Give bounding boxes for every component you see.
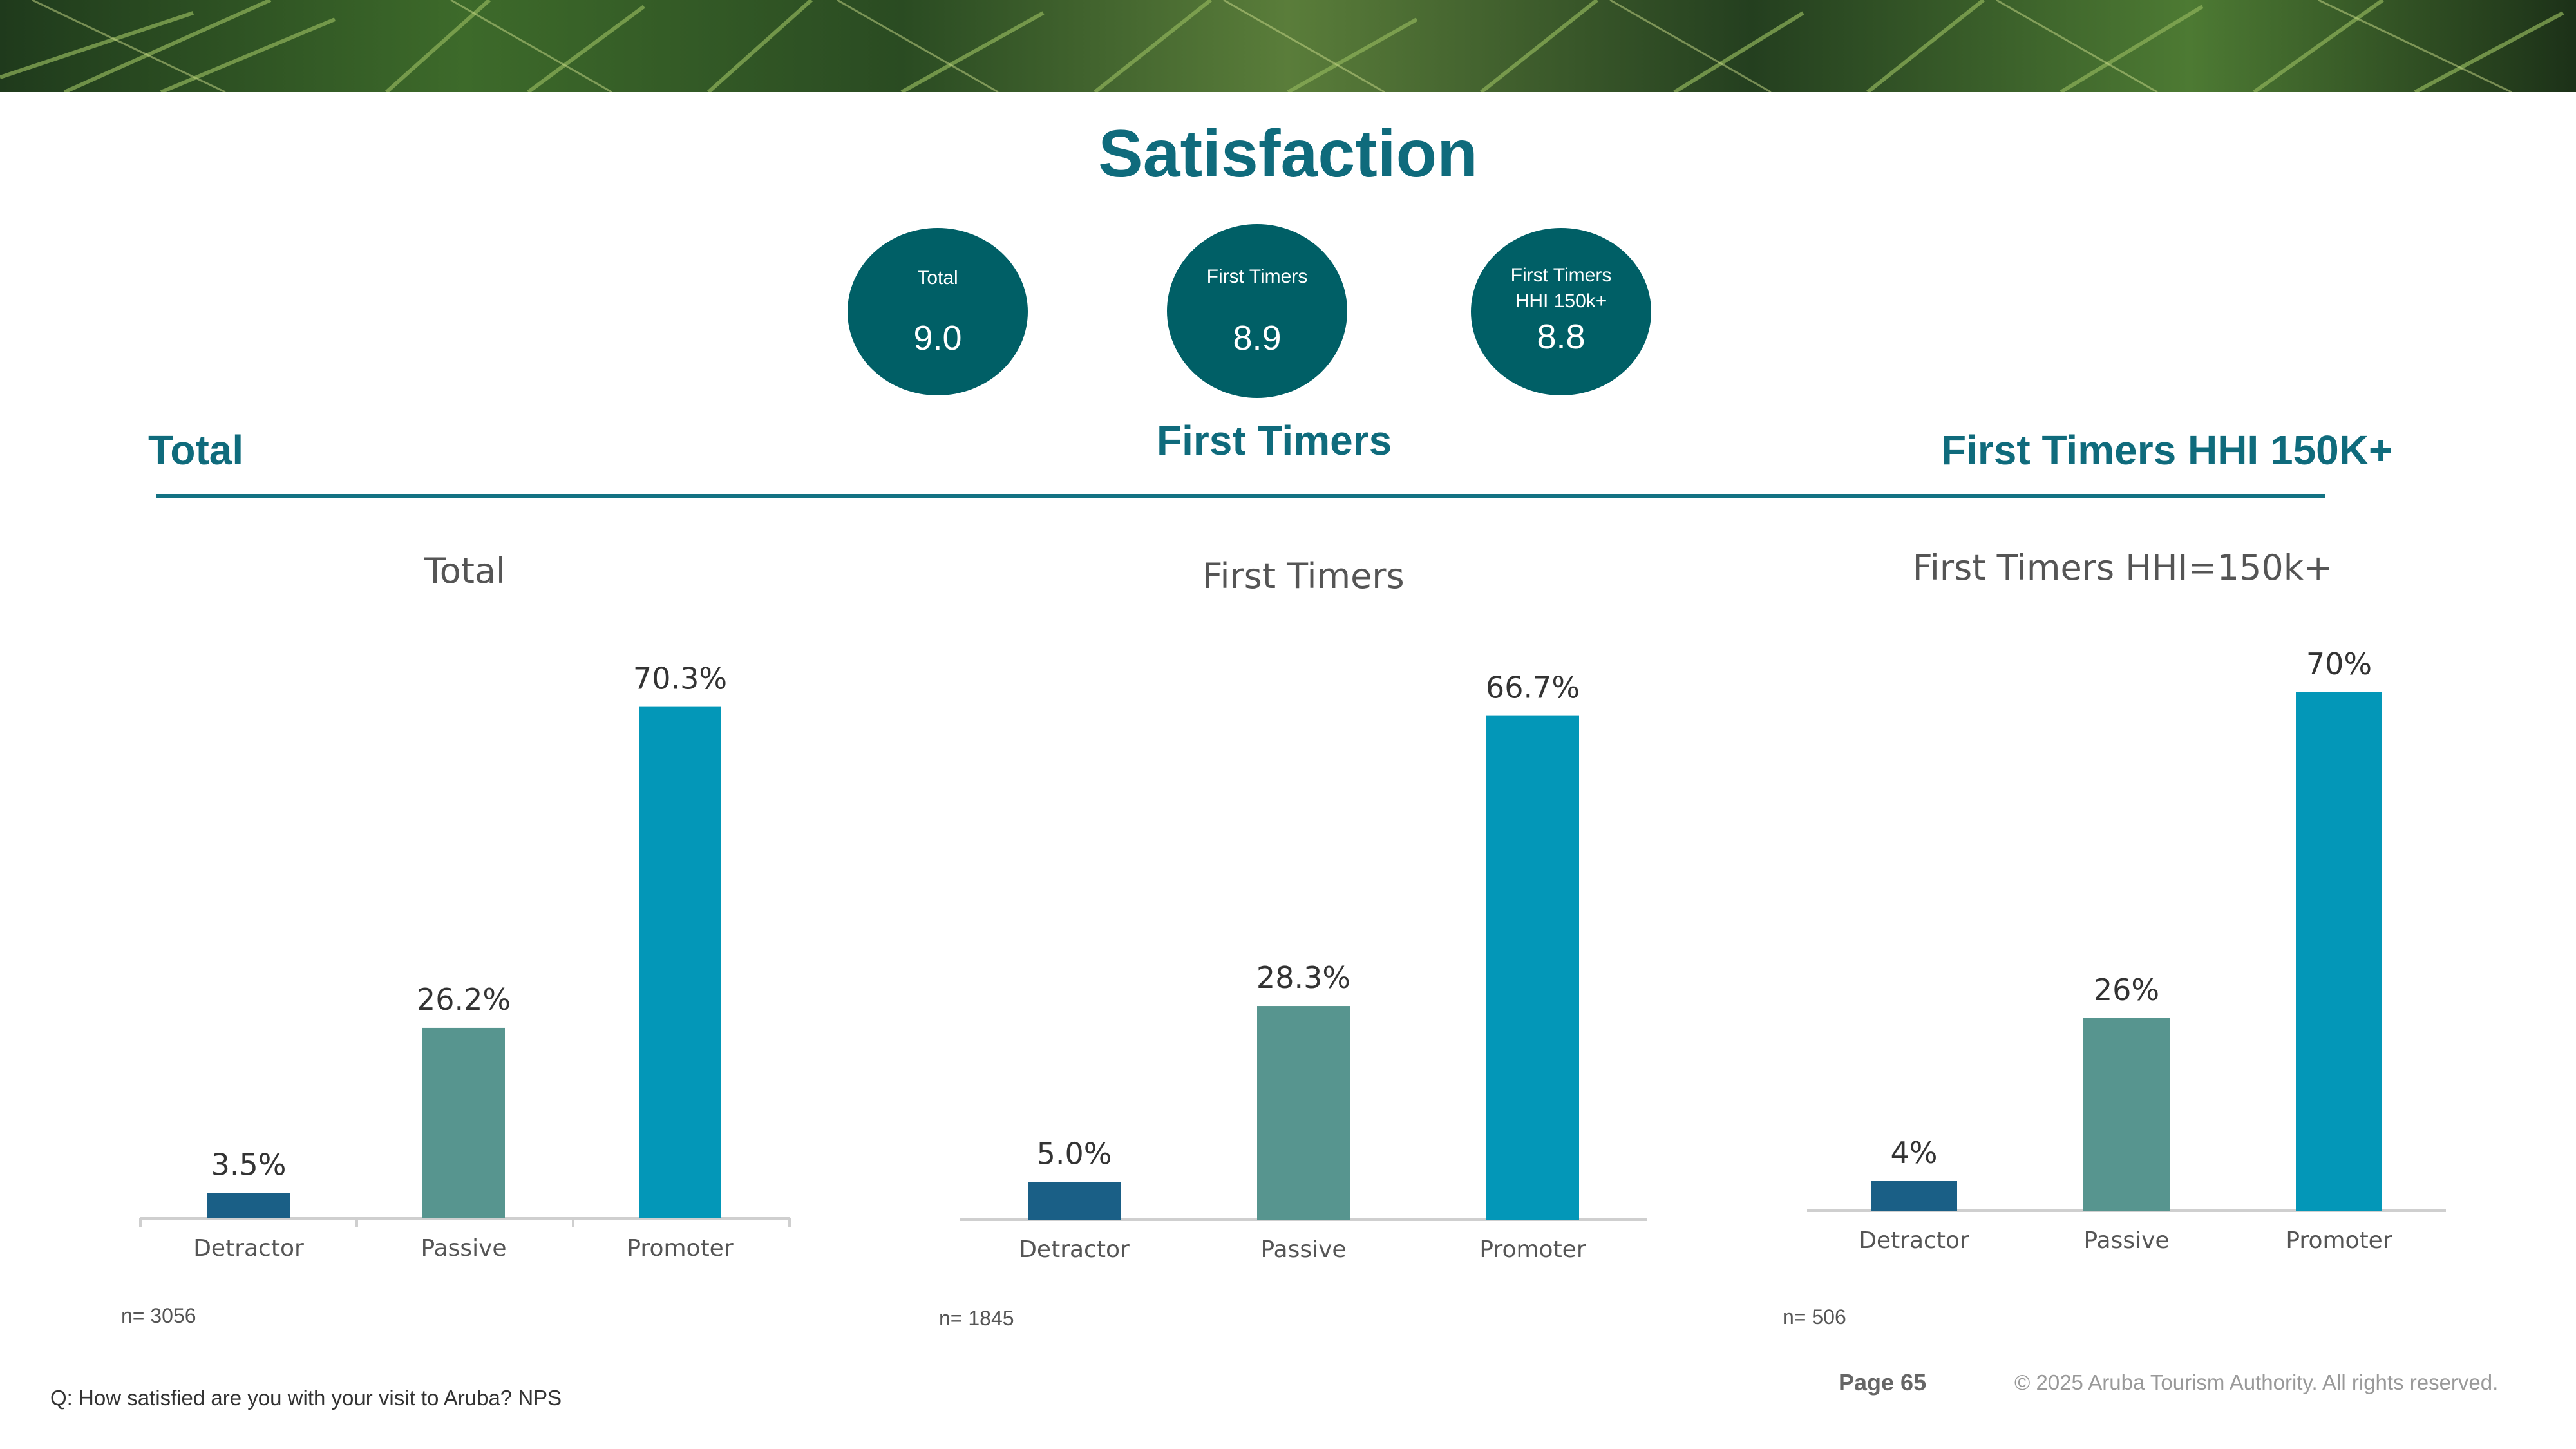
- chart-3-bar-promoter: [2296, 692, 2382, 1211]
- chart-3-title: First Timers HHI=150k+: [1913, 547, 2333, 588]
- kpi-first-timers-label: First Timers: [1206, 266, 1308, 287]
- kpi-first-timers-hhi-label-2: HHI 150k+: [1515, 290, 1607, 312]
- chart-3-sample-size: n= 506: [1783, 1305, 1846, 1329]
- kpi-first-timers-hhi-label-1: First Timers: [1510, 265, 1612, 286]
- chart-2-title: First Timers: [1202, 556, 1404, 596]
- chart-3-data-label-detractor: 4%: [1891, 1135, 1938, 1170]
- chart-2-data-label-promoter: 66.7%: [1486, 670, 1580, 705]
- chart-1-bar-detractor: [207, 1193, 290, 1218]
- kpi-first-timers-value: 8.9: [1233, 319, 1282, 357]
- chart-3-bar-passive: [2083, 1018, 2170, 1211]
- chart-2-sample-size: n= 1845: [939, 1307, 1014, 1330]
- header-banner-image: [0, 0, 2576, 92]
- chart-2-bar-promoter: [1486, 715, 1579, 1220]
- chart-3-category-label-promoter: Promoter: [2286, 1227, 2392, 1254]
- chart-3-data-label-promoter: 70%: [2306, 647, 2372, 681]
- chart-1-title: Total: [424, 551, 506, 591]
- chart-1-data-label-detractor: 3.5%: [211, 1147, 287, 1182]
- chart-1-sample-size: n= 3056: [121, 1304, 196, 1327]
- chart-1-bar-promoter: [639, 706, 721, 1218]
- section-heading-total: Total: [148, 427, 244, 473]
- chart-2-data-label-detractor: 5.0%: [1037, 1136, 1112, 1171]
- kpi-first-timers-hhi-value: 8.8: [1537, 317, 1586, 356]
- chart-1-data-label-promoter: 70.3%: [633, 661, 727, 696]
- section-heading-first-timers: First Timers: [1157, 417, 1392, 464]
- page-number: Page 65: [1839, 1369, 1927, 1396]
- section-heading-first-timers-hhi: First Timers HHI 150K+: [1941, 427, 2393, 473]
- chart-2-data-label-passive: 28.3%: [1256, 960, 1350, 995]
- survey-question: Q: How satisfied are you with your visit…: [50, 1386, 562, 1410]
- kpi-first-timers-hhi-circle: First Timers HHI 150k+ 8.8: [1471, 228, 1651, 395]
- palm-leaves-graphic: [0, 0, 2564, 92]
- page-title: Satisfaction: [1098, 117, 1478, 191]
- chart-1-category-label-promoter: Promoter: [627, 1235, 733, 1262]
- chart-1-category-label-detractor: Detractor: [193, 1235, 304, 1262]
- kpi-total-circle: Total 9.0: [848, 228, 1028, 395]
- copyright-notice: © 2025 Aruba Tourism Authority. All righ…: [2014, 1370, 2499, 1394]
- chart-3-data-label-passive: 26%: [2094, 972, 2159, 1007]
- kpi-total-label: Total: [917, 267, 958, 289]
- chart-3-bar-detractor: [1871, 1181, 1957, 1211]
- chart-2-category-label-passive: Passive: [1260, 1236, 1346, 1263]
- kpi-total-value: 9.0: [913, 319, 962, 357]
- chart-2-bar-detractor: [1028, 1182, 1121, 1220]
- chart-3-category-label-detractor: Detractor: [1859, 1227, 1969, 1254]
- chart-1-category-label-passive: Passive: [421, 1235, 506, 1262]
- section-divider: [156, 494, 2325, 498]
- chart-2-category-label-promoter: Promoter: [1479, 1236, 1586, 1263]
- chart-2-category-label-detractor: Detractor: [1019, 1236, 1130, 1263]
- chart-3-category-label-passive: Passive: [2083, 1227, 2169, 1254]
- chart-1-bar-passive: [422, 1027, 505, 1218]
- chart-2-bar-passive: [1257, 1006, 1350, 1220]
- kpi-first-timers-circle: First Timers 8.9: [1167, 224, 1347, 398]
- chart-1-data-label-passive: 26.2%: [417, 982, 511, 1017]
